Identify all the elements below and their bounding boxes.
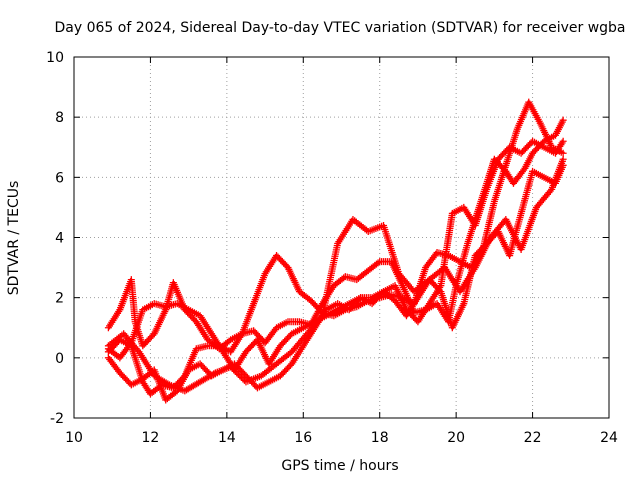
data-points: [104, 98, 567, 404]
data-point-fill: [231, 367, 239, 375]
grid-lines: [74, 57, 609, 418]
data-point-fill: [237, 373, 245, 381]
data-point-fill: [317, 313, 325, 321]
data-point-fill: [236, 372, 244, 380]
data-point-fill: [432, 250, 440, 258]
data-point-fill: [520, 166, 528, 174]
data-point-fill: [234, 370, 242, 378]
data-point: [559, 116, 567, 124]
x-tick-label: 20: [447, 430, 465, 446]
data-point: [559, 155, 567, 163]
data-point-fill: [228, 364, 236, 372]
data-point-fill: [546, 187, 554, 195]
chart-title: Day 065 of 2024, Sidereal Day-to-day VTE…: [54, 20, 625, 36]
y-tick-label: 6: [55, 170, 64, 186]
y-tick-label: 0: [55, 351, 64, 367]
x-tick-label: 12: [142, 430, 160, 446]
data-point-fill: [374, 259, 382, 267]
data-point: [559, 137, 567, 145]
x-tick-label: 14: [218, 430, 236, 446]
x-tick-label: 10: [65, 430, 83, 446]
y-tick-label: 10: [46, 50, 64, 66]
y-tick-label: -2: [50, 411, 64, 427]
x-axis-ticks: 10 12 14 16 18 20 22 24: [65, 57, 618, 446]
x-tick-label: 16: [294, 430, 312, 446]
x-tick-label: 22: [524, 430, 542, 446]
x-axis-label: GPS time / hours: [281, 458, 398, 474]
x-tick-label: 18: [371, 430, 389, 446]
plot-frame: [73, 56, 610, 419]
data-point: [559, 149, 567, 157]
data-point: [227, 363, 235, 371]
y-tick-label: 4: [55, 231, 64, 247]
x-tick-label: 24: [600, 430, 618, 446]
data-point-fill: [225, 337, 233, 345]
data-point-fill: [230, 366, 238, 374]
y-tick-label: 8: [55, 110, 64, 126]
y-axis-ticks: -2 0 2 4 6 8 10: [46, 50, 609, 427]
y-axis-label: SDTVAR / TECUs: [6, 181, 22, 296]
data-point-fill: [239, 375, 247, 383]
y-tick-label: 2: [55, 291, 64, 307]
data-point-fill: [233, 369, 241, 377]
